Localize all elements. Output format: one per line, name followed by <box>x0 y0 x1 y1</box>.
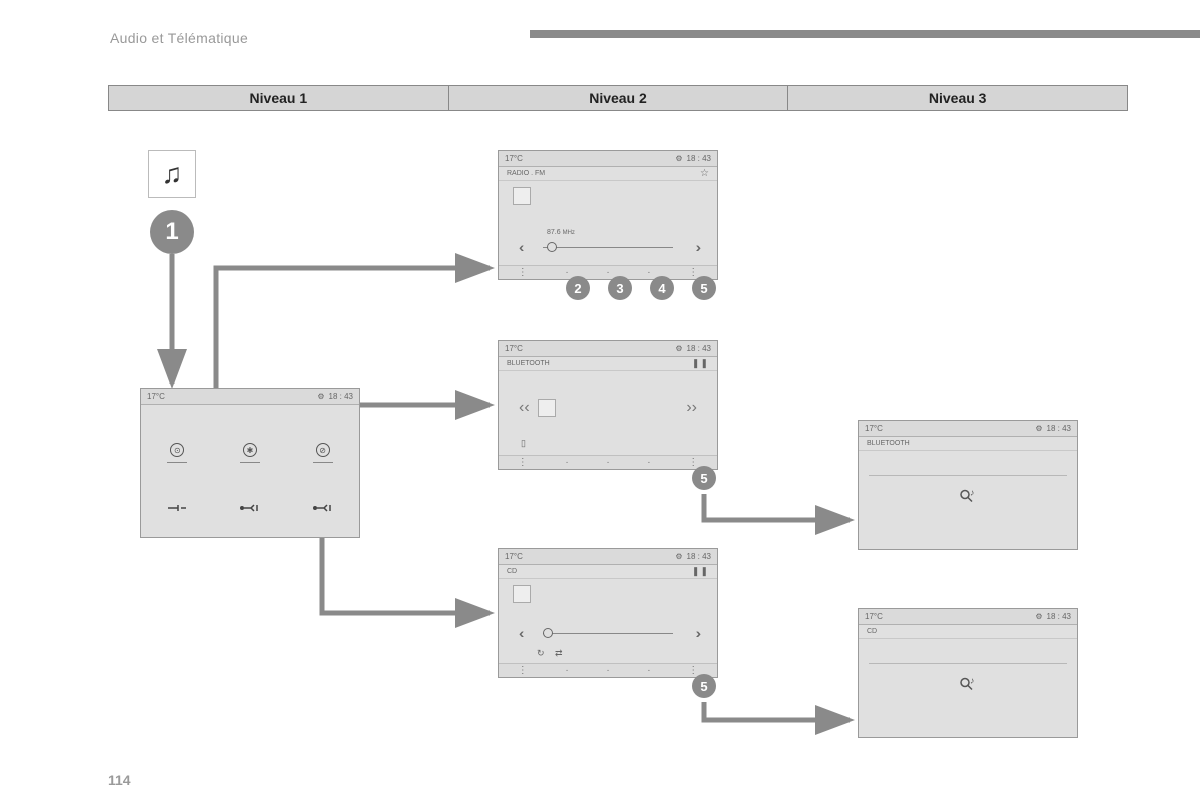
level-1-header: Niveau 1 <box>108 85 449 111</box>
bluetooth-screen: 17°C ⚙ 18 : 43 BLUETOOTH ❚❚ ‹‹ ›› ▯ ⋮···⋮ <box>498 340 718 470</box>
prev-track-icon[interactable]: ‹‹ <box>519 625 520 641</box>
source-label: BLUETOOTH <box>867 440 910 447</box>
screen-footer: ⋮···⋮ <box>499 265 717 279</box>
prev-icon[interactable]: ‹‹ <box>519 239 520 255</box>
menu-dots-icon[interactable]: ⋮ <box>518 457 528 468</box>
source-radio-icon[interactable]: ⊙ <box>166 439 188 461</box>
source-label: CD <box>867 628 877 635</box>
next-icon[interactable]: ›› <box>696 239 697 255</box>
search-music-icon[interactable]: ♪ <box>958 676 978 701</box>
menu-dots-icon[interactable]: ⋮ <box>518 665 528 676</box>
step-badge-3: 3 <box>608 276 632 300</box>
source-usb2-icon[interactable] <box>312 497 334 519</box>
gear-icon: ⚙ <box>1035 424 1042 433</box>
gear-icon: ⚙ <box>675 154 682 163</box>
cd-screen: 17°C ⚙ 18 : 43 CD ❚❚ ‹‹ ›› ↻ ⇄ ⋮···⋮ <box>498 548 718 678</box>
status-time: 18 : 43 <box>687 344 711 353</box>
menu-dots-icon[interactable]: ⋮ <box>688 457 698 468</box>
source-grid: ⊙ ✱ ⊘ <box>141 421 359 537</box>
status-time: 18 : 43 <box>687 552 711 561</box>
step-badge-2: 2 <box>566 276 590 300</box>
source-label: BLUETOOTH <box>507 360 550 367</box>
header-bar <box>530 30 1200 38</box>
step-badge-4: 4 <box>650 276 674 300</box>
progress-slider[interactable]: ‹‹ ›› <box>523 625 693 643</box>
favorite-icon[interactable]: ☆ <box>700 168 709 179</box>
svg-text:♪: ♪ <box>970 488 975 498</box>
section-title: Audio et Télématique <box>110 30 248 46</box>
source-select-screen: 17°C ⚙ 18 : 43 ⊙ ✱ ⊘ <box>140 388 360 538</box>
source-label: CD <box>507 568 517 575</box>
album-art-placeholder <box>538 399 556 417</box>
source-disc-icon[interactable]: ⊘ <box>312 439 334 461</box>
screen-footer: ⋮···⋮ <box>499 663 717 677</box>
shuffle-icon[interactable]: ⇄ <box>555 648 563 659</box>
frequency-label: 87.6 MHz <box>547 229 575 236</box>
pause-icon[interactable]: ❚❚ <box>692 358 709 369</box>
device-icon: ▯ <box>521 438 526 449</box>
page-number: 114 <box>108 772 131 788</box>
menu-dots-icon[interactable]: ⋮ <box>688 665 698 676</box>
music-icon-tile: ♫ <box>148 150 196 198</box>
search-music-icon[interactable]: ♪ <box>958 488 978 513</box>
status-temp: 17°C <box>505 344 523 353</box>
radio-screen: 17°C ⚙ 18 : 43 RADIO . FM ☆ 87.6 MHz ‹‹ ›… <box>498 150 718 280</box>
music-note-icon: ♫ <box>162 158 183 190</box>
step-badge-5: 5 <box>692 276 716 300</box>
status-time: 18 : 43 <box>687 154 711 163</box>
source-label: RADIO . FM <box>507 170 545 177</box>
svg-text:♪: ♪ <box>970 676 975 686</box>
album-art-placeholder <box>513 585 531 603</box>
source-bluetooth-icon[interactable]: ✱ <box>239 439 261 461</box>
menu-dots-icon[interactable]: ⋮ <box>688 267 698 278</box>
step-badge-5: 5 <box>692 466 716 490</box>
menu-dots-icon[interactable]: ⋮ <box>518 267 528 278</box>
step-badge-5: 5 <box>692 674 716 698</box>
status-temp: 17°C <box>147 392 165 401</box>
status-temp: 17°C <box>505 154 523 163</box>
status-time: 18 : 43 <box>329 392 353 401</box>
screen-footer: ⋮···⋮ <box>499 455 717 469</box>
source-usb1-icon[interactable] <box>239 497 261 519</box>
next-track-icon[interactable]: ›› <box>696 625 697 641</box>
album-art-placeholder <box>513 187 531 205</box>
source-aux-icon[interactable] <box>166 497 188 519</box>
gear-icon: ⚙ <box>1035 612 1042 621</box>
bluetooth-detail-screen: 17°C ⚙ 18 : 43 BLUETOOTH ♪ <box>858 420 1078 550</box>
step-badge-1: 1 <box>150 210 194 254</box>
level-3-header: Niveau 3 <box>788 85 1128 111</box>
cd-detail-screen: 17°C ⚙ 18 : 43 CD ♪ <box>858 608 1078 738</box>
status-temp: 17°C <box>865 424 883 433</box>
gear-icon: ⚙ <box>675 552 682 561</box>
status-temp: 17°C <box>865 612 883 621</box>
prev-track-icon[interactable]: ‹‹ <box>519 399 530 417</box>
gear-icon: ⚙ <box>317 392 324 401</box>
tuner-slider[interactable]: ‹‹ ›› <box>523 239 693 257</box>
status-temp: 17°C <box>505 552 523 561</box>
level-headers: Niveau 1 Niveau 2 Niveau 3 <box>108 85 1128 111</box>
status-time: 18 : 43 <box>1047 612 1071 621</box>
status-time: 18 : 43 <box>1047 424 1071 433</box>
gear-icon: ⚙ <box>675 344 682 353</box>
level-2-header: Niveau 2 <box>449 85 789 111</box>
repeat-icon[interactable]: ↻ <box>537 648 545 659</box>
next-track-icon[interactable]: ›› <box>686 399 697 417</box>
pause-icon[interactable]: ❚❚ <box>692 566 709 577</box>
